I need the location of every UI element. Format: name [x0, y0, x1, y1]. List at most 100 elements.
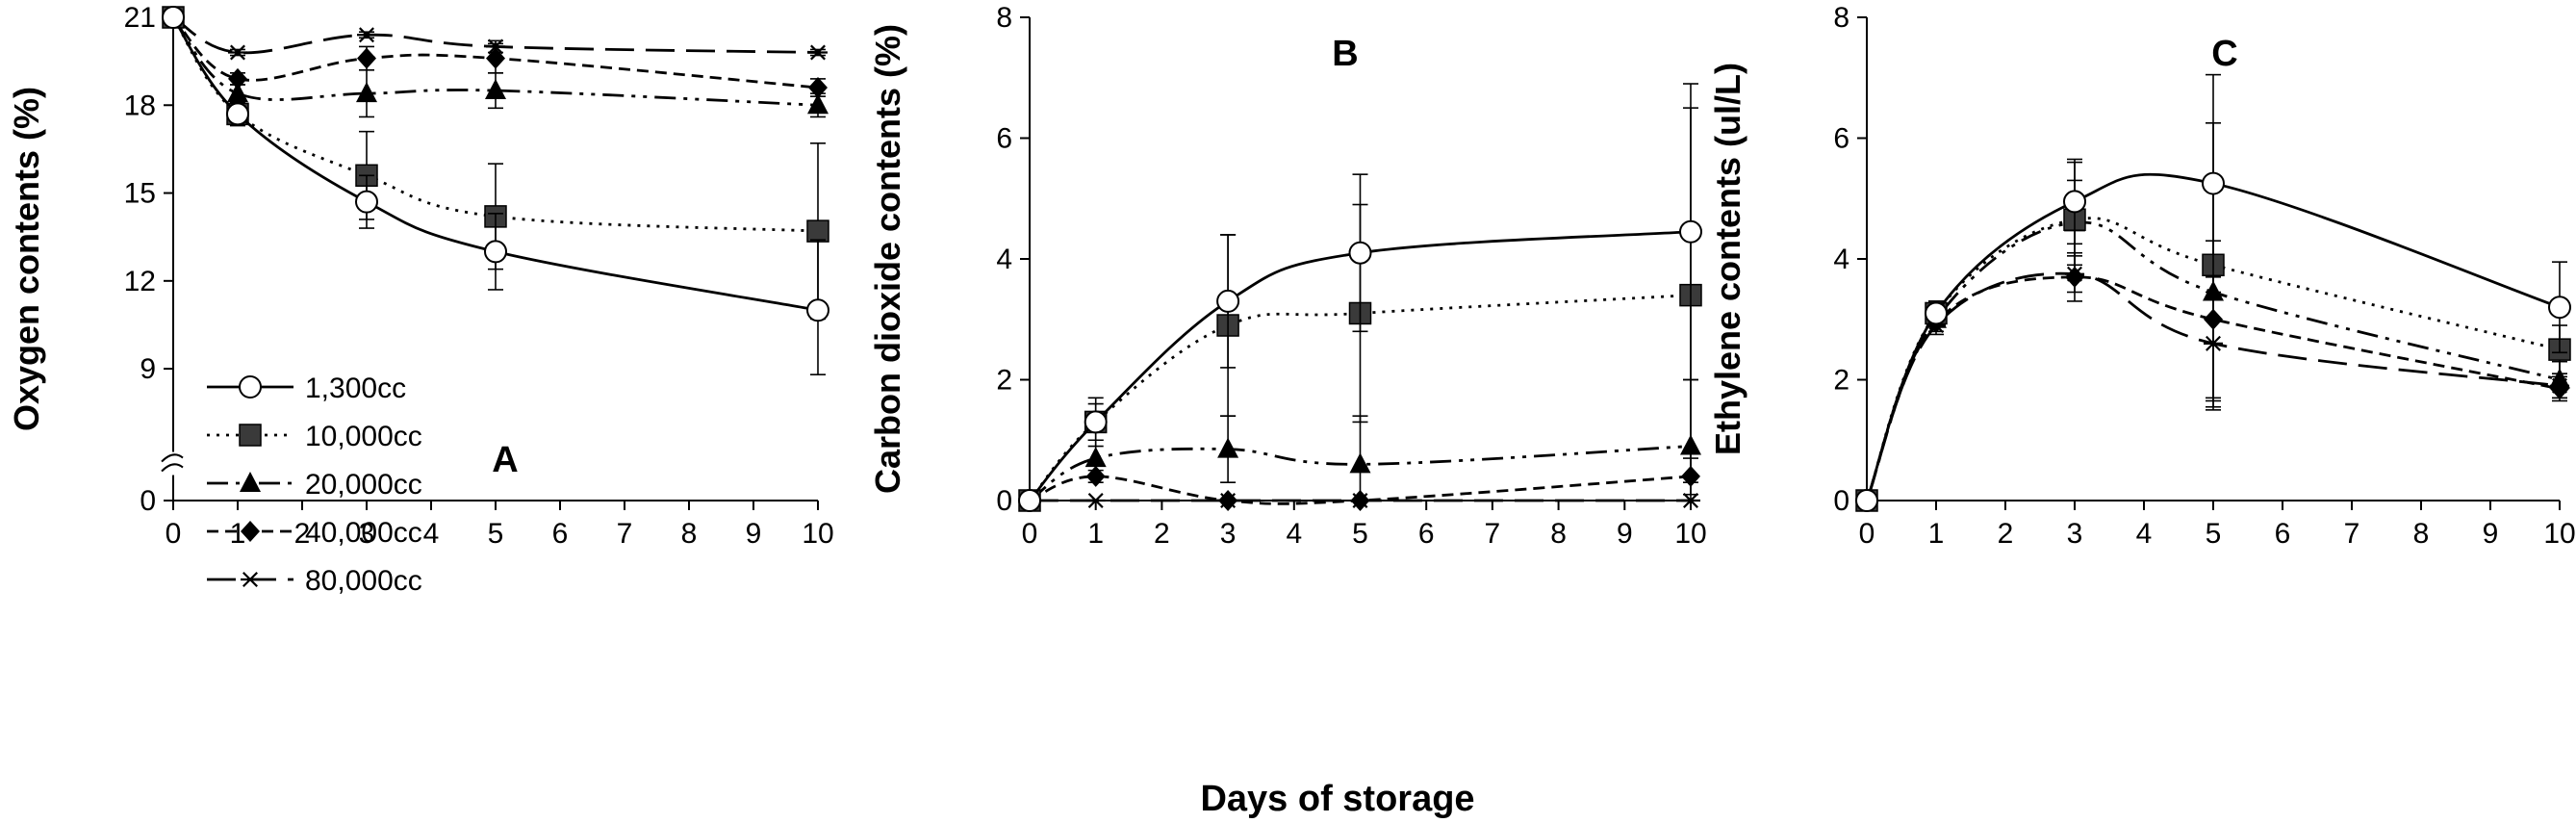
- x-tick-label: 3: [1220, 518, 1237, 550]
- data-point: [1925, 301, 1948, 325]
- y-tick-label: 21: [124, 2, 156, 34]
- legend-entry: 1,300cc: [305, 373, 406, 404]
- panel-label: C: [2211, 34, 2237, 74]
- x-tick-label: 8: [1550, 518, 1567, 550]
- x-tick-label: 1: [230, 518, 246, 550]
- series-line: [1865, 172, 2561, 502]
- legend-marker: [241, 572, 260, 587]
- data-point: [1855, 489, 1878, 512]
- data-point: [228, 44, 247, 61]
- x-tick-label: 9: [746, 518, 762, 550]
- series-line: [1028, 230, 1692, 502]
- x-tick-label: 8: [681, 518, 698, 550]
- y-tick-label: 4: [996, 244, 1012, 275]
- y-tick-label: 0: [1833, 485, 1849, 517]
- x-tick-label: 3: [359, 518, 375, 550]
- legend-marker: [241, 521, 260, 542]
- data-point: [808, 44, 828, 61]
- data-point: [226, 102, 249, 126]
- legend-entry: 10,000cc: [305, 421, 422, 452]
- x-tick-label: 9: [2483, 518, 2499, 550]
- x-tick-label: 4: [1286, 518, 1302, 550]
- series-line: [171, 16, 819, 107]
- x-tick-label: 6: [2275, 518, 2291, 550]
- legend-entry: 40,000cc: [305, 517, 422, 549]
- data-point: [1084, 410, 1108, 434]
- series-line: [171, 16, 819, 312]
- x-axis-label: Days of storage: [1200, 779, 1474, 819]
- legend-marker: [239, 424, 262, 447]
- series-1: [1018, 83, 1702, 512]
- x-tick-label: 2: [1998, 518, 2014, 550]
- data-point: [1018, 489, 1041, 512]
- y-tick-label: 15: [124, 178, 156, 210]
- y-tick-label: 8: [996, 2, 1012, 34]
- x-tick-label: 0: [1022, 518, 1038, 550]
- y-tick-label: 9: [140, 353, 156, 385]
- x-tick-label: 9: [1617, 518, 1633, 550]
- x-tick-label: 6: [1418, 518, 1435, 550]
- data-point: [1349, 452, 1371, 474]
- y-axis-label: Oxygen contents (%): [7, 87, 46, 431]
- data-point: [1085, 493, 1106, 508]
- data-point: [1216, 289, 1240, 313]
- y-tick-label: 4: [1833, 244, 1849, 275]
- x-tick-label: 6: [552, 518, 569, 550]
- data-point: [485, 79, 506, 100]
- y-tick-label: 12: [124, 266, 156, 297]
- y-tick-label: 6: [1833, 123, 1849, 155]
- data-point: [2202, 171, 2225, 195]
- y-tick-label: 6: [996, 123, 1012, 155]
- data-point: [806, 219, 829, 243]
- data-point: [2549, 368, 2570, 389]
- series-1: [162, 6, 829, 375]
- x-tick-label: 1: [1087, 518, 1104, 550]
- data-point: [1217, 437, 1239, 458]
- legend-marker: [239, 375, 262, 399]
- panel-label: A: [492, 440, 518, 480]
- data-point: [806, 298, 829, 322]
- data-point: [357, 27, 376, 43]
- y-tick-label: 2: [996, 365, 1012, 397]
- data-point: [486, 47, 505, 69]
- y-axis-label: Ethylene contents (ul/L): [1708, 63, 1747, 455]
- series-line: [1865, 217, 2561, 502]
- y-tick-label: 18: [124, 90, 156, 121]
- data-point: [484, 240, 507, 264]
- y-tick-label: 2: [1833, 365, 1849, 397]
- panel-b: 0 2 4 6 8 0 1 2 3 4 5 6 7 8 9 10 Carbon dioxide contents…: [868, 2, 1707, 550]
- data-point: [1218, 490, 1238, 511]
- x-tick-label: 7: [1485, 518, 1501, 550]
- series-5: [164, 10, 828, 61]
- y-tick-label: 8: [1833, 2, 1849, 34]
- x-tick-label: 5: [1352, 518, 1368, 550]
- panel-label: B: [1332, 34, 1358, 74]
- x-tick-label: 5: [2206, 518, 2222, 550]
- x-tick-label: 1: [1928, 518, 1945, 550]
- data-point: [1679, 219, 1702, 244]
- x-tick-label: 10: [1674, 518, 1706, 550]
- series-line: [1865, 220, 2561, 502]
- x-tick-label: 8: [2413, 518, 2430, 550]
- x-tick-label: 2: [294, 518, 311, 550]
- axis-break-mark: [161, 453, 184, 473]
- data-point: [227, 82, 248, 103]
- series-line: [171, 15, 819, 90]
- series-line: [171, 16, 819, 233]
- data-point: [2063, 190, 2086, 214]
- x-tick-label: 10: [802, 518, 833, 550]
- data-point: [356, 82, 377, 103]
- x-tick-label: 4: [423, 518, 440, 550]
- x-tick-label: 10: [2543, 518, 2575, 550]
- panel-c: 0 2 4 6 8 0 1 2 3 4 5 6 7 8 9 10 Ethylene contents (ul/L…: [1708, 2, 2576, 550]
- legend-entry: 20,000cc: [305, 469, 422, 501]
- x-tick-label: 7: [617, 518, 633, 550]
- data-point: [162, 6, 185, 29]
- legend-marker: [240, 472, 261, 492]
- data-point: [2548, 296, 2571, 320]
- series-line: [172, 15, 819, 55]
- data-point: [1348, 241, 1372, 265]
- y-tick-label: 0: [140, 485, 156, 517]
